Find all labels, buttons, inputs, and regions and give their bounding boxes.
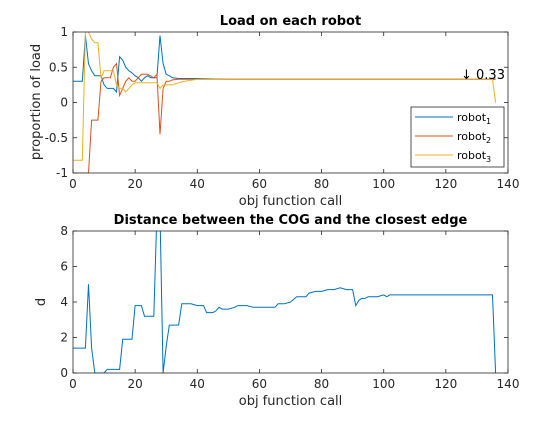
distance-y-tick-label: 8 bbox=[60, 224, 68, 238]
distance-y-tick-label: 6 bbox=[60, 260, 68, 274]
load-x-tick-label: 60 bbox=[252, 177, 267, 191]
load-x-tick-label: 100 bbox=[372, 177, 395, 191]
legend-label-robot1-sub: 1 bbox=[486, 117, 491, 126]
load-x-tick-label: 20 bbox=[128, 177, 143, 191]
load-x-tick-label: 80 bbox=[314, 177, 329, 191]
load-series-line-3 bbox=[73, 32, 497, 161]
load-chart-y-axis-label: proportion of load bbox=[29, 44, 44, 160]
distance-series-line-1 bbox=[73, 231, 497, 373]
distance-chart-axes-box bbox=[72, 230, 509, 374]
distance-chart-x-axis-label: obj function call bbox=[239, 394, 343, 409]
legend-label-robot2-base: robot bbox=[457, 130, 487, 143]
load-chart-axes-box bbox=[72, 31, 509, 174]
load-x-tick-label: 0 bbox=[69, 177, 77, 191]
distance-x-tick-label: 80 bbox=[314, 377, 329, 391]
distance-chart-ticks: 0 20 40 60 80 100 120 140 0 2 4 6 8 bbox=[60, 224, 519, 391]
distance-y-tick-label: 0 bbox=[60, 366, 68, 380]
load-chart-x-axis-label: obj function call bbox=[239, 194, 343, 209]
distance-y-tick-label: 2 bbox=[60, 331, 68, 345]
load-y-tick-label: 0 bbox=[60, 96, 68, 110]
load-y-tick-label: -0.5 bbox=[45, 131, 68, 145]
load-chart-title: Load on each robot bbox=[220, 14, 361, 29]
load-y-tick-label: 0.5 bbox=[49, 60, 68, 74]
distance-chart: Distance between the COG and the closest… bbox=[34, 213, 519, 409]
distance-x-tick-label: 0 bbox=[69, 377, 77, 391]
load-y-tick-label: -1 bbox=[56, 166, 68, 180]
distance-x-tick-label: 140 bbox=[497, 377, 520, 391]
distance-y-tick-label: 4 bbox=[60, 295, 68, 309]
distance-chart-title: Distance between the COG and the closest… bbox=[114, 213, 468, 228]
legend-label-robot3-base: robot bbox=[457, 149, 487, 162]
load-x-tick-label: 140 bbox=[497, 177, 520, 191]
load-chart-legend: robot1 robot2 robot3 bbox=[410, 106, 505, 168]
distance-x-tick-label: 60 bbox=[252, 377, 267, 391]
legend-label-robot3: robot3 bbox=[457, 149, 491, 164]
legend-label-robot1: robot1 bbox=[457, 111, 491, 126]
legend-label-robot3-sub: 3 bbox=[486, 155, 491, 164]
legend-label-robot1-base: robot bbox=[457, 111, 487, 124]
distance-chart-series bbox=[73, 231, 497, 373]
load-chart-annotation: ↓ 0.33 bbox=[461, 68, 505, 83]
load-chart: Load on each robot obj function call pro… bbox=[29, 14, 519, 209]
legend-label-robot2: robot2 bbox=[457, 130, 491, 145]
load-x-tick-label: 120 bbox=[434, 177, 457, 191]
distance-x-tick-label: 100 bbox=[372, 377, 395, 391]
distance-x-tick-label: 20 bbox=[128, 377, 143, 391]
distance-x-tick-label: 40 bbox=[190, 377, 205, 391]
load-chart-series bbox=[73, 32, 497, 173]
legend-label-robot2-sub: 2 bbox=[486, 136, 491, 145]
distance-chart-y-axis-label: d bbox=[34, 298, 49, 306]
load-x-tick-label: 40 bbox=[190, 177, 205, 191]
distance-x-tick-label: 120 bbox=[434, 377, 457, 391]
load-chart-ticks: 0 20 40 60 80 100 120 140 -1 -0.5 0 0.5 1 bbox=[45, 25, 520, 191]
load-y-tick-label: 1 bbox=[60, 25, 68, 39]
